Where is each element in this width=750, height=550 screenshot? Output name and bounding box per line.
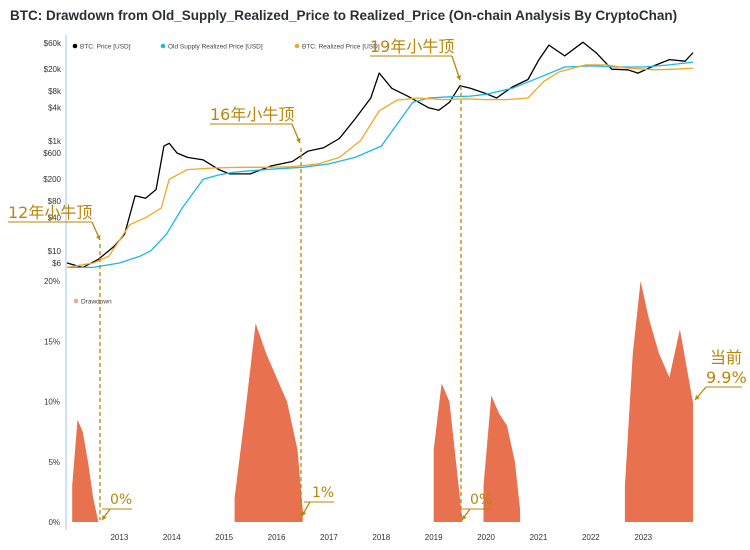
drawdown-area: [433, 383, 463, 522]
legend-marker: [72, 43, 78, 49]
x-tick-label: 2014: [163, 533, 181, 542]
x-tick-label: 2021: [530, 533, 548, 542]
drawdown-area: [624, 281, 693, 522]
annotation-label: 19年小牛顶: [370, 37, 454, 56]
y-tick-label: 15%: [44, 337, 60, 346]
y-tick-label: $6: [52, 259, 61, 268]
y-tick-label: $600: [43, 149, 61, 158]
y-tick-label: $40: [48, 214, 62, 223]
y-tick-label: $4k: [48, 104, 62, 113]
annotation-label: 12年小牛顶: [8, 203, 92, 222]
legend-marker: [294, 43, 300, 49]
annotations-layer: 12年小牛顶 0% 16年小牛顶 1% 19年小牛顶 0% 当前9.9%: [8, 37, 747, 521]
annotation-label: 9.9%: [706, 368, 747, 387]
x-tick-label: 2019: [425, 533, 443, 542]
x-tick-label: 2020: [477, 533, 495, 542]
price-panel: $60k $20k $8k $4k $1k $600 $200 $80 $40 $10 $6 BTC:…: [43, 35, 694, 530]
arrow-head: [302, 511, 307, 516]
y-tick-label: $8k: [48, 87, 62, 96]
annotation-label: 0%: [470, 492, 492, 508]
y-tick-label: 20%: [44, 277, 60, 286]
x-tick-label: 2015: [215, 533, 233, 542]
annotation-label: 16年小牛顶: [210, 105, 294, 124]
x-tick-label: 2022: [582, 533, 600, 542]
annotation-label: 0%: [110, 492, 132, 508]
x-tick-label: 2023: [634, 533, 652, 542]
legend-label: BTC: Realized Price [USD]: [302, 44, 380, 51]
series-line: [67, 61, 694, 269]
annotation-label: 1%: [312, 485, 334, 501]
arrow-head: [456, 75, 461, 80]
y-tick-label: $80: [48, 197, 62, 206]
series-line: [66, 41, 694, 269]
drawdown-area: [72, 419, 99, 522]
x-tick-label: 2018: [372, 533, 390, 542]
annotation-label: 当前: [710, 348, 742, 367]
arrow-head: [695, 395, 700, 400]
legend-marker: [73, 298, 79, 304]
x-tick-label: 2016: [268, 533, 286, 542]
chart-title: BTC: Drawdown from Old_Supply_Realized_P…: [10, 8, 678, 23]
legend-label: BTC: Price [USD]: [80, 44, 131, 51]
y-tick-label: $10: [48, 247, 62, 256]
y-tick-label: $1k: [48, 137, 62, 146]
x-tick-label: 2013: [110, 533, 128, 542]
arrow-head: [96, 235, 101, 240]
y-tick-label: 10%: [44, 398, 60, 407]
drawdown-area: [483, 395, 521, 522]
legend-marker: [160, 43, 166, 49]
arrow-head: [102, 515, 107, 520]
legend-label: Old Supply Realized Price [USD]: [168, 44, 263, 51]
drawdown-area: [234, 323, 303, 522]
y-tick-label: $60k: [44, 39, 62, 48]
y-tick-label: $20k: [44, 65, 62, 74]
drawdown-panel: 20% 15% 10% 5% 0% 2013 2014 2015 2016 2017 2018 201…: [44, 277, 693, 542]
arrow-head: [462, 515, 467, 520]
y-tick-label: 0%: [48, 518, 60, 527]
series-line: [66, 64, 694, 269]
x-tick-label: 2017: [320, 533, 338, 542]
legend-label: Drawdown: [81, 299, 112, 306]
arrow-head: [296, 138, 301, 143]
y-tick-label: 5%: [48, 458, 60, 467]
y-tick-label: $200: [43, 175, 61, 184]
